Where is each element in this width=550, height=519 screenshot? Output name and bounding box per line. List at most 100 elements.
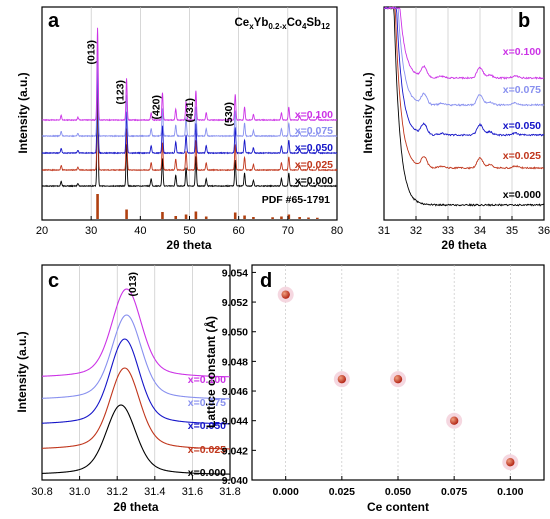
panel-b-series-line: [383, 5, 545, 170]
panel-b-series-line: [383, 6, 545, 137]
panel-a-x-tick-label: 60: [233, 225, 245, 237]
panel-c-x-tick-label: 31.2: [106, 486, 127, 498]
panel-c-x-tick-label: 31.6: [182, 486, 203, 498]
panel-b-series-label: x=0.075: [503, 84, 541, 96]
panel-a-y-label: Intensity (a.u.): [16, 72, 30, 153]
panel-c-x-ticks: 30.8 31.0 31.2 31.4 31.6 31.8: [31, 476, 241, 498]
panel-a-reference-bar: [298, 217, 301, 219]
panel-d-x-ticks: 0.000 0.025 0.050 0.075 0.100: [273, 476, 524, 498]
panel-b-series-line: [383, 6, 545, 80]
panel-c-x-tick-label: 31.0: [69, 486, 90, 498]
panel-a-peak-label: (431): [184, 98, 196, 123]
panel-b-grid: [415, 7, 513, 220]
panel-b-x-tick-label: 34: [474, 225, 486, 237]
panel-b-series-label: x=0.100: [503, 46, 541, 58]
panel-d-point: [337, 374, 347, 384]
panel-a-series-line: [41, 94, 338, 188]
panel-b-x-tick-label: 31: [378, 225, 390, 237]
panel-d-x-tick-label: 0.025: [329, 486, 355, 498]
panel-a-peak-label: (123): [115, 80, 127, 105]
panel-c-series-line: [41, 404, 231, 475]
panel-a-reference-bar: [252, 217, 255, 219]
panel-d-point: [281, 290, 290, 299]
panel-c-x-label: 2θ theta: [113, 500, 158, 514]
panel-d-y-tick-label: 9.048: [222, 356, 248, 368]
panel-c-series-label: x=0.000: [188, 467, 226, 479]
panel-a-series-label: x=0.075: [295, 125, 333, 137]
panel-b-frame: [383, 6, 545, 221]
title-yb-sub: 0.2-x: [268, 22, 287, 31]
panel-a-series-label: x=0.025: [295, 159, 333, 171]
panel-d-y-tick-label: 9.046: [222, 386, 248, 398]
panel-a-reference-bar: [174, 216, 178, 219]
panel-a-series-line: [41, 44, 338, 138]
panel-c-series-label: x=0.075: [188, 397, 226, 409]
panel-b-series-label: x=0.050: [503, 120, 541, 132]
panel-a-peak-label: (013): [86, 40, 98, 65]
panel-a-x-label: 2θ theta: [166, 238, 211, 252]
panel-c: 30.8 31.0 31.2 31.4 31.6 31.8 x=0.000x=0.025x…: [15, 264, 241, 514]
panel-d-point: [506, 458, 515, 467]
panel-d-x-label: Ce content: [367, 500, 429, 514]
panel-d-y-tick-label: 9.052: [222, 297, 248, 309]
panel-b-x-label: 2θ theta: [441, 238, 486, 252]
panel-a-reference-bar: [125, 209, 128, 219]
panel-d-points: [277, 286, 519, 471]
panel-c-letter: c: [48, 270, 59, 292]
panel-a-x-tick-label: 50: [183, 225, 195, 237]
panel-a-x-ticks: 20 30 40 50 60 70 80: [36, 216, 343, 237]
panel-d-x-tick-label: 0.000: [273, 486, 299, 498]
panel-a-series-label: x=0.050: [295, 142, 333, 154]
panel-d-x-tick-label: 0.075: [441, 486, 467, 498]
panel-d-y-tick-label: 9.040: [222, 475, 248, 487]
panel-a-x-tick-label: 40: [134, 225, 146, 237]
panel-c-series-label: x=0.100: [188, 374, 226, 386]
panel-d-y-tick-label: 9.044: [222, 416, 248, 428]
panel-b-series: [383, 5, 545, 207]
panel-a-title: CexYb0.2-xCo4Sb12: [235, 17, 331, 31]
panel-a-reference-bar: [280, 216, 283, 219]
panel-c-series-line: [41, 338, 231, 425]
panel-a-reference-bar: [233, 212, 237, 219]
panel-b-x-tick-label: 36: [538, 225, 550, 237]
panel-a-series: [41, 27, 338, 188]
panel-b-x-tick-label: 33: [442, 225, 454, 237]
panel-b-letter: b: [518, 10, 530, 32]
panel-c-series-line: [41, 288, 231, 378]
panel-a-letter: a: [48, 10, 60, 32]
panel-d: 9.040 9.042 9.044 9.046 9.048 9.050 9.052 9.054…: [203, 264, 545, 514]
panel-b: 31 32 33 34 35 36 x=0.000 x=0.025 x=0.050 x=0.07…: [361, 5, 550, 252]
panel-b-series-labels: x=0.000 x=0.025 x=0.050 x=0.075 x=0.100: [503, 46, 541, 201]
panel-c-series-line: [41, 314, 231, 400]
panel-a-reference-bar: [243, 215, 246, 219]
panel-b-series-label: x=0.025: [503, 150, 541, 162]
panel-d-x-tick-label: 0.100: [497, 486, 523, 498]
panel-c-peak-label: (013): [127, 272, 139, 297]
panel-d-y-ticks: 9.040 9.042 9.044 9.046 9.048 9.050 9.052 9.054: [222, 267, 256, 487]
panel-c-y-label: Intensity (a.u.): [15, 331, 29, 412]
panel-c-grid: [79, 265, 193, 480]
panel-d-y-tick-label: 9.050: [222, 327, 248, 339]
panel-c-x-tick-label: 31.8: [219, 486, 240, 498]
panel-b-series-line: [383, 6, 545, 107]
panel-a-series-labels: x=0.000 x=0.025 x=0.050 x=0.075 x=0.100: [295, 109, 333, 187]
panel-b-series-label: x=0.000: [503, 189, 541, 201]
panel-a-x-tick-label: 70: [282, 225, 294, 237]
panel-d-y-tick-label: 9.042: [222, 445, 248, 457]
panel-d-point: [393, 374, 403, 384]
panel-d-point: [449, 416, 459, 425]
panel-c-series-labels: x=0.000 x=0.025 x=0.050 x=0.075 x=0.100: [188, 374, 226, 479]
panel-a-series-line: [41, 77, 338, 172]
panel-a-series-line: [41, 60, 338, 155]
panel-a-peak-labels: (013) (123) (420) (431) (530): [86, 40, 236, 127]
panel-a-reference-bar: [194, 211, 198, 219]
panel-a-reference-bar: [161, 212, 164, 219]
panel-a-reference-bar: [204, 216, 208, 219]
panel-a-reference-bars: [96, 194, 319, 219]
panel-c-series-label: x=0.050: [188, 420, 226, 432]
panel-a-reference-bar: [184, 214, 188, 219]
panel-a-reference-bar: [271, 217, 274, 219]
panel-b-x-tick-label: 32: [410, 225, 422, 237]
panel-a-reference-bar: [287, 214, 291, 219]
